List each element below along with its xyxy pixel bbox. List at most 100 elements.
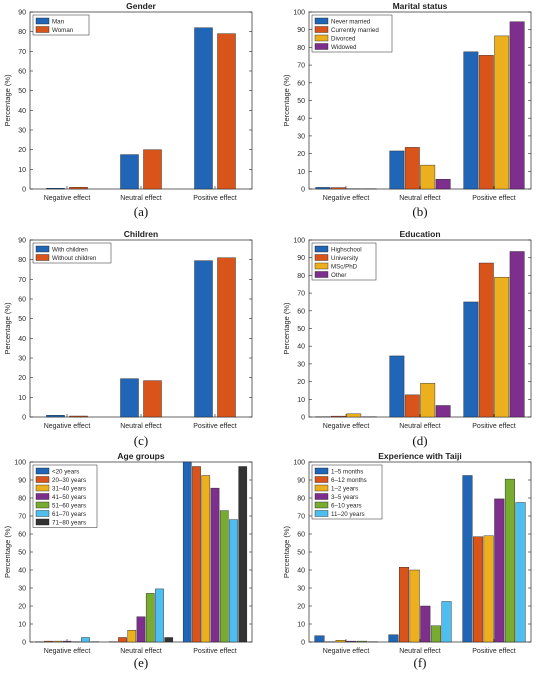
- x-tick-label: Negative effect: [323, 423, 370, 430]
- y-tick-label: 100: [14, 460, 26, 467]
- y-tick-label: 50: [18, 316, 26, 323]
- chart-title: Marital status: [393, 1, 448, 11]
- x-tick-label: Negative effect: [323, 648, 370, 655]
- legend-label: Divorced: [331, 36, 356, 43]
- y-tick-label: 20: [18, 604, 26, 611]
- bar: [495, 499, 505, 642]
- x-tick-label: Negative effect: [44, 648, 91, 655]
- y-tick-label: 40: [18, 568, 26, 575]
- y-tick-label: 20: [297, 379, 305, 386]
- y-tick-label: 80: [18, 257, 26, 264]
- bar: [390, 356, 404, 417]
- legend-swatch: [36, 246, 49, 252]
- y-tick-label: 90: [18, 478, 26, 485]
- y-tick-label: 60: [18, 297, 26, 304]
- bar: [229, 520, 237, 642]
- y-tick-label: 90: [297, 255, 305, 262]
- y-tick-label: 20: [297, 151, 305, 158]
- y-tick-label: 60: [297, 532, 305, 539]
- chart-title: Education: [399, 229, 440, 239]
- x-tick-label: Positive effect: [193, 195, 237, 202]
- legend-swatch: [315, 263, 328, 269]
- legend-label: 11–20 years: [331, 511, 365, 518]
- legend-label: 6–10 years: [331, 503, 362, 510]
- bar: [347, 641, 357, 642]
- y-tick-label: 90: [18, 238, 26, 245]
- y-axis-label: Percentage (%): [3, 525, 12, 578]
- legend-swatch: [36, 494, 49, 500]
- bar: [389, 635, 399, 642]
- legend-label: Woman: [52, 27, 74, 34]
- legend-label: 1–2 years: [331, 486, 358, 493]
- bar: [192, 467, 200, 643]
- y-tick-label: 70: [297, 514, 305, 521]
- legend-label: University: [331, 255, 359, 262]
- y-tick-label: 70: [18, 514, 26, 521]
- y-tick-label: 80: [18, 29, 26, 36]
- subfigure-caption: (d): [412, 433, 427, 448]
- y-tick-label: 30: [297, 586, 305, 593]
- bar: [331, 416, 345, 417]
- y-axis-label: Percentage (%): [282, 302, 291, 355]
- bar: [495, 277, 509, 417]
- legend-label: 51–60 years: [52, 503, 86, 510]
- y-tick-label: 20: [18, 375, 26, 382]
- subfigure-caption: (e): [134, 655, 148, 670]
- legend-label: Widowed: [331, 44, 357, 51]
- y-tick-label: 40: [297, 344, 305, 351]
- legend-label: 20–30 years: [52, 477, 86, 484]
- y-tick-label: 70: [18, 277, 26, 284]
- bar: [336, 640, 346, 642]
- subfigure-caption: (a): [134, 204, 148, 219]
- bar: [47, 188, 65, 189]
- bar: [357, 641, 367, 642]
- bar: [202, 476, 210, 643]
- y-tick-label: 30: [297, 133, 305, 140]
- bar: [316, 187, 330, 189]
- y-tick-label: 40: [18, 108, 26, 115]
- y-tick-label: 20: [297, 604, 305, 611]
- y-tick-label: 50: [297, 98, 305, 105]
- subfigure-caption: (c): [134, 433, 148, 448]
- y-axis-label: Percentage (%): [3, 74, 12, 127]
- bar: [195, 28, 213, 189]
- bar: [421, 606, 431, 642]
- y-tick-label: 70: [297, 291, 305, 298]
- legend-label: Man: [52, 19, 65, 26]
- legend-swatch: [315, 502, 328, 508]
- bar: [195, 261, 213, 417]
- legend-label: Other: [331, 272, 346, 279]
- bar: [70, 187, 88, 189]
- bar: [464, 302, 478, 417]
- y-tick-label: 70: [18, 49, 26, 56]
- legend-swatch: [315, 485, 328, 491]
- y-tick-label: 50: [18, 550, 26, 557]
- legend-label: 1–5 months: [331, 469, 363, 476]
- legend-swatch: [36, 255, 49, 261]
- bar: [63, 641, 71, 642]
- y-tick-label: 30: [18, 356, 26, 363]
- bar: [331, 188, 345, 189]
- bar: [510, 22, 524, 189]
- y-tick-label: 90: [18, 10, 26, 17]
- bar: [118, 638, 126, 643]
- legend-label: 3–5 years: [331, 494, 358, 501]
- bar: [239, 467, 247, 643]
- y-tick-label: 40: [18, 336, 26, 343]
- legend-swatch: [315, 511, 328, 517]
- bar: [464, 52, 478, 189]
- y-tick-label: 90: [297, 478, 305, 485]
- x-tick-label: Neutral effect: [399, 648, 441, 655]
- x-tick-label: Neutral effect: [120, 423, 162, 430]
- bar: [128, 630, 136, 642]
- legend-swatch: [36, 511, 49, 517]
- bar: [47, 415, 65, 417]
- chart-5: Age groups0102030405060708090100Percenta…: [3, 451, 252, 670]
- y-axis-label: Percentage (%): [3, 302, 12, 355]
- legend-swatch: [36, 519, 49, 525]
- y-tick-label: 0: [301, 415, 305, 422]
